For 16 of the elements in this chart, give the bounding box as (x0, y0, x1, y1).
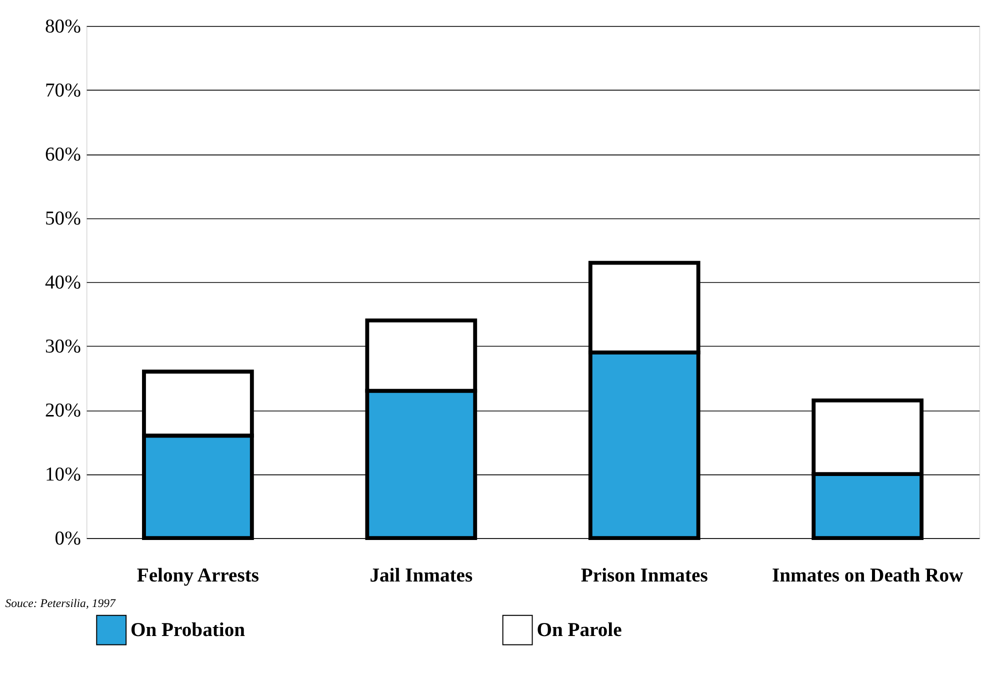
x-tick-label: Jail Inmates (370, 566, 473, 587)
y-tick-label: 80% (44, 16, 81, 38)
y-tick-label: 70% (44, 80, 81, 102)
legend-label: On Probation (130, 620, 246, 641)
y-tick-label: 50% (44, 208, 81, 230)
legend-label: On Parole (536, 620, 622, 641)
y-tick-label: 60% (44, 144, 81, 166)
x-tick-label: Felony Arrests (136, 566, 260, 587)
y-tick-label: 20% (44, 400, 81, 422)
y-tick-label: 40% (44, 272, 81, 294)
y-tick-label: 30% (44, 336, 81, 358)
x-tick-label: Inmates on Death Row (772, 566, 964, 587)
x-tick-label: Prison Inmates (580, 566, 708, 587)
y-tick-label: 10% (44, 464, 81, 486)
y-tick-label: 0% (54, 528, 81, 550)
text: Souce: Petersilia, 1997 (5, 596, 116, 610)
